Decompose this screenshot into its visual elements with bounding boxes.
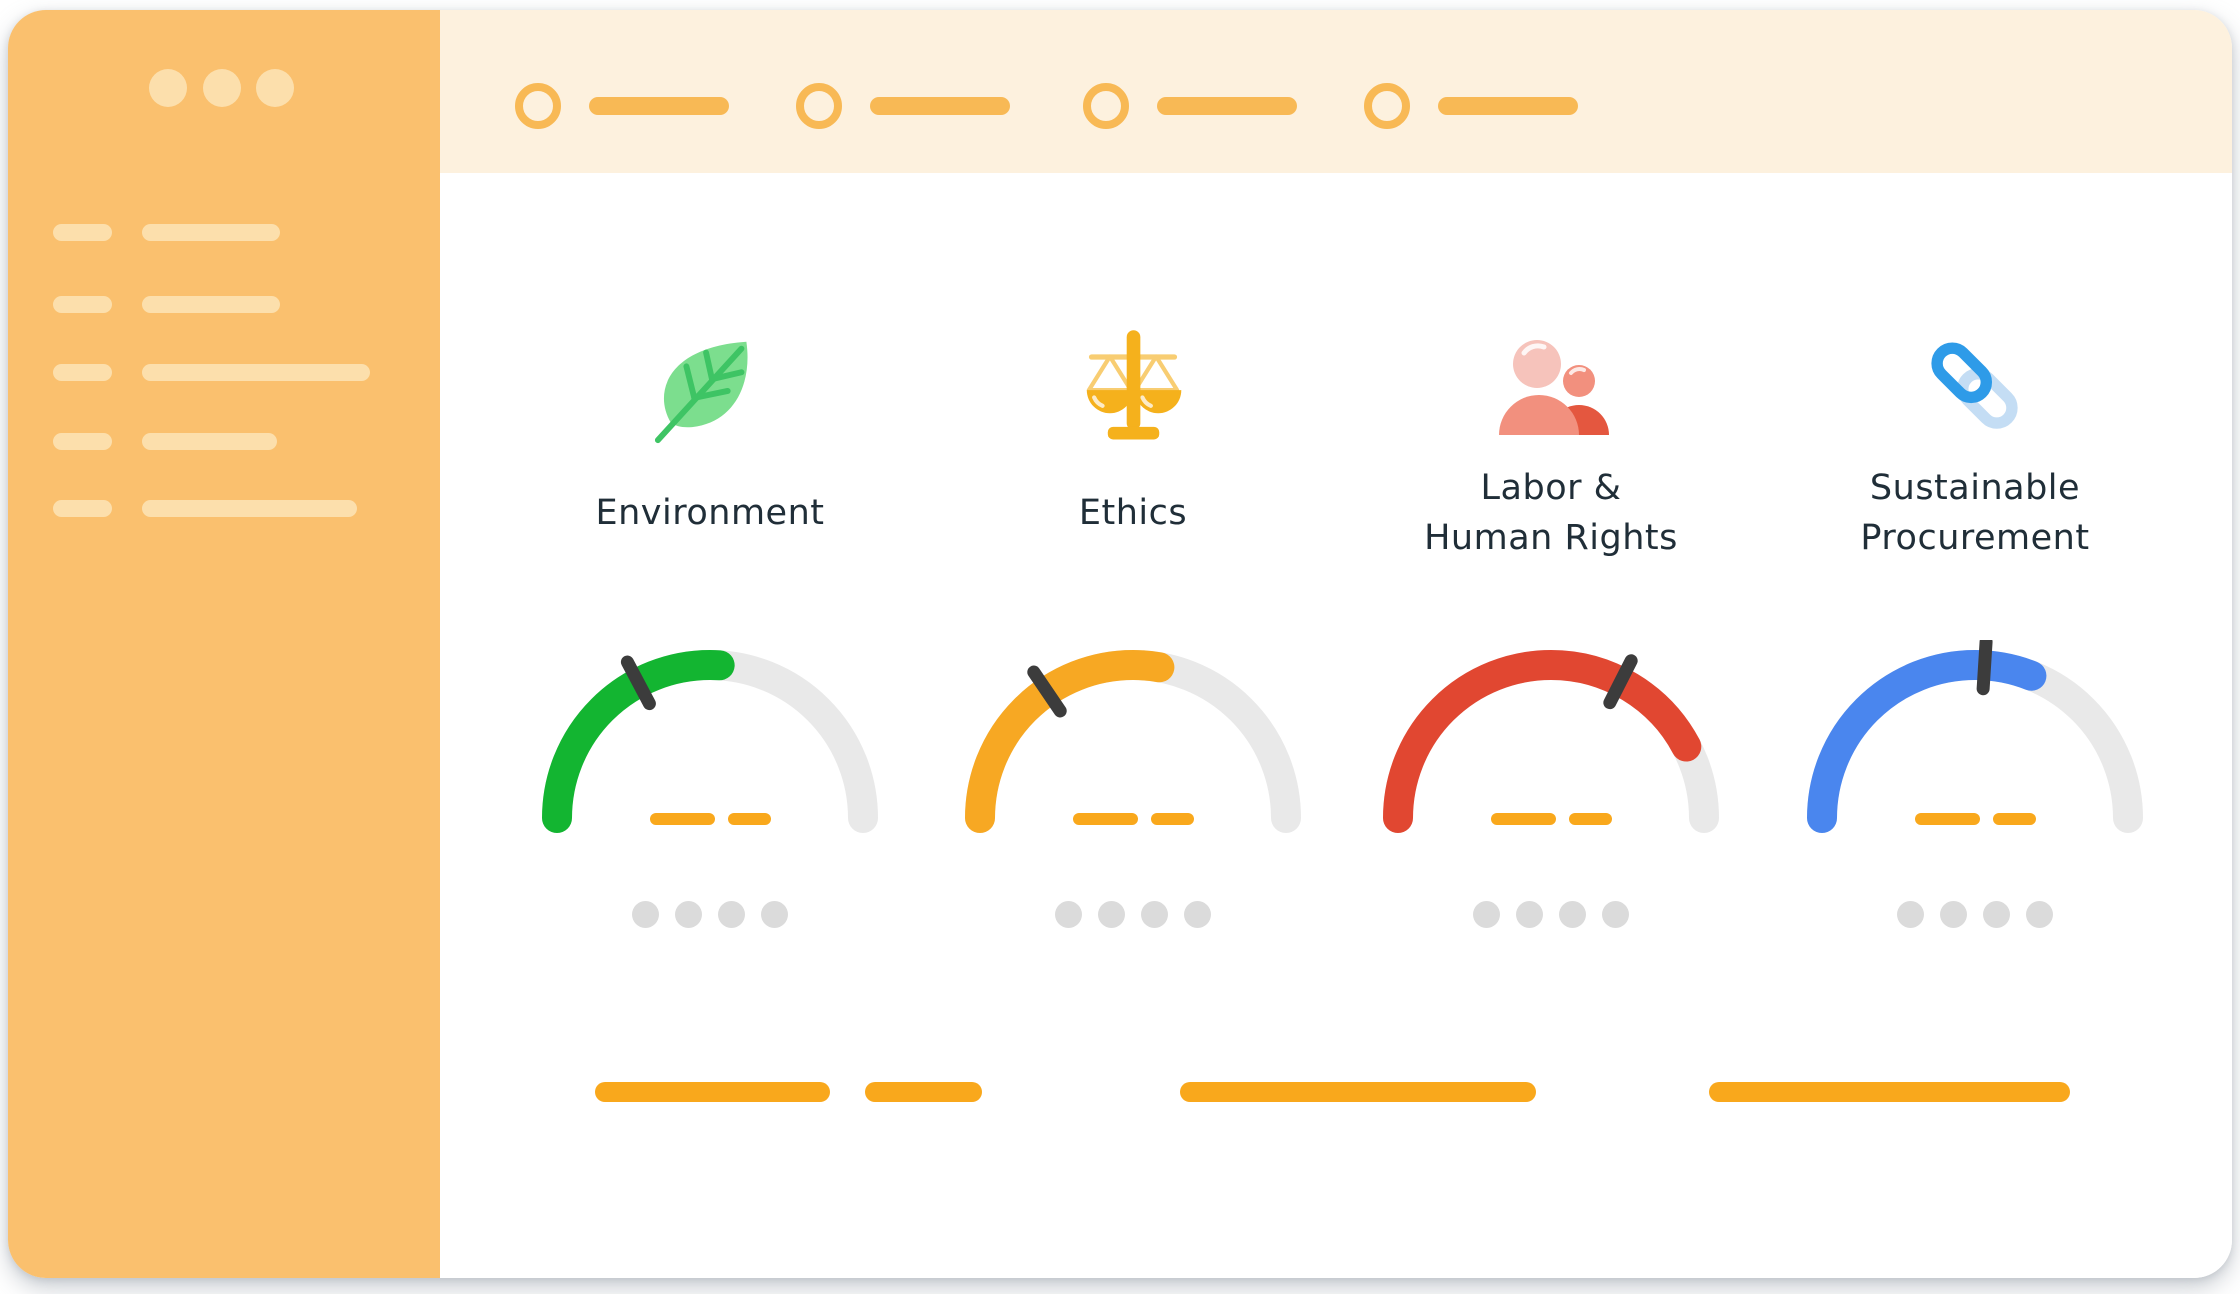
- score-gauge: [542, 650, 878, 833]
- category-label: Environment: [499, 461, 921, 565]
- category-label: Sustainable Procurement: [1764, 461, 2186, 565]
- gauge-needle: [1603, 654, 1638, 710]
- step-circle-icon[interactable]: [1364, 83, 1410, 129]
- gauge-needle: [1976, 640, 1993, 696]
- sidebar-skeleton-line: [142, 224, 280, 241]
- stepper-step[interactable]: [515, 83, 729, 129]
- category-label-line: Labor &: [1480, 468, 1622, 508]
- category-column-labor-human-rights: Labor & Human Rights: [1340, 173, 1762, 1278]
- stepper-step[interactable]: [796, 83, 1010, 129]
- window-control-dot[interactable]: [256, 69, 294, 107]
- text-skeleton-bar: [1180, 1082, 1536, 1102]
- sidebar-skeleton-line: [142, 433, 277, 450]
- category-column-environment: Environment: [499, 173, 921, 1278]
- rating-dots: [922, 901, 1344, 928]
- rating-dots: [499, 901, 921, 928]
- text-skeleton-bar: [1709, 1082, 2070, 1102]
- leaf-icon: [499, 323, 921, 453]
- step-circle-icon[interactable]: [796, 83, 842, 129]
- app-window: Environment: [8, 10, 2232, 1278]
- step-skeleton-line: [1157, 97, 1297, 115]
- category-label-line: Human Rights: [1424, 518, 1678, 558]
- score-placeholder: [922, 813, 1344, 825]
- category-label-line: Procurement: [1860, 518, 2090, 558]
- right-pane: Environment: [440, 10, 2232, 1278]
- category-label: Ethics: [922, 461, 1344, 565]
- category-label: Labor & Human Rights: [1340, 461, 1762, 565]
- window-control-dot[interactable]: [203, 69, 241, 107]
- sidebar-skeleton-line: [142, 296, 280, 313]
- rating-dots: [1340, 901, 1762, 928]
- scales-icon: [922, 323, 1344, 453]
- step-circle-icon[interactable]: [1083, 83, 1129, 129]
- sidebar-skeleton-bullet: [53, 296, 112, 313]
- stepper-step[interactable]: [1083, 83, 1297, 129]
- chain-link-icon: [1764, 323, 2186, 453]
- step-circle-icon[interactable]: [515, 83, 561, 129]
- rating-dots: [1764, 901, 2186, 928]
- sidebar-skeleton-line: [142, 364, 370, 381]
- gauge-needle: [1027, 665, 1067, 718]
- sidebar-skeleton-bullet: [53, 364, 112, 381]
- window-control-dot[interactable]: [149, 69, 187, 107]
- score-gauge: [1383, 650, 1719, 833]
- text-skeleton-bar: [865, 1082, 982, 1102]
- category-column-sustainable-procurement: Sustainable Procurement: [1764, 173, 2186, 1278]
- content-area: Environment: [440, 173, 2232, 1278]
- category-column-ethics: Ethics: [922, 173, 1344, 1278]
- step-skeleton-line: [870, 97, 1010, 115]
- category-label-line: Ethics: [1078, 493, 1188, 533]
- people-icon: [1340, 323, 1762, 453]
- score-placeholder: [1340, 813, 1762, 825]
- stepper-step[interactable]: [1364, 83, 1578, 129]
- score-gauge: [1807, 640, 2143, 833]
- step-skeleton-line: [1438, 97, 1578, 115]
- text-skeleton-bar: [595, 1082, 830, 1102]
- category-label-line: Sustainable: [1869, 468, 2081, 508]
- gauge-needle: [620, 655, 656, 711]
- sidebar-skeleton-bullet: [53, 500, 112, 517]
- score-gauge: [965, 650, 1301, 833]
- sidebar-skeleton-line: [142, 500, 357, 517]
- sidebar: [8, 10, 440, 1278]
- score-placeholder: [1764, 813, 2186, 825]
- score-placeholder: [499, 813, 921, 825]
- top-bar: [440, 10, 2232, 173]
- step-skeleton-line: [589, 97, 729, 115]
- sidebar-skeleton-bullet: [53, 224, 112, 241]
- category-label-line: Environment: [595, 493, 825, 533]
- sidebar-skeleton-bullet: [53, 433, 112, 450]
